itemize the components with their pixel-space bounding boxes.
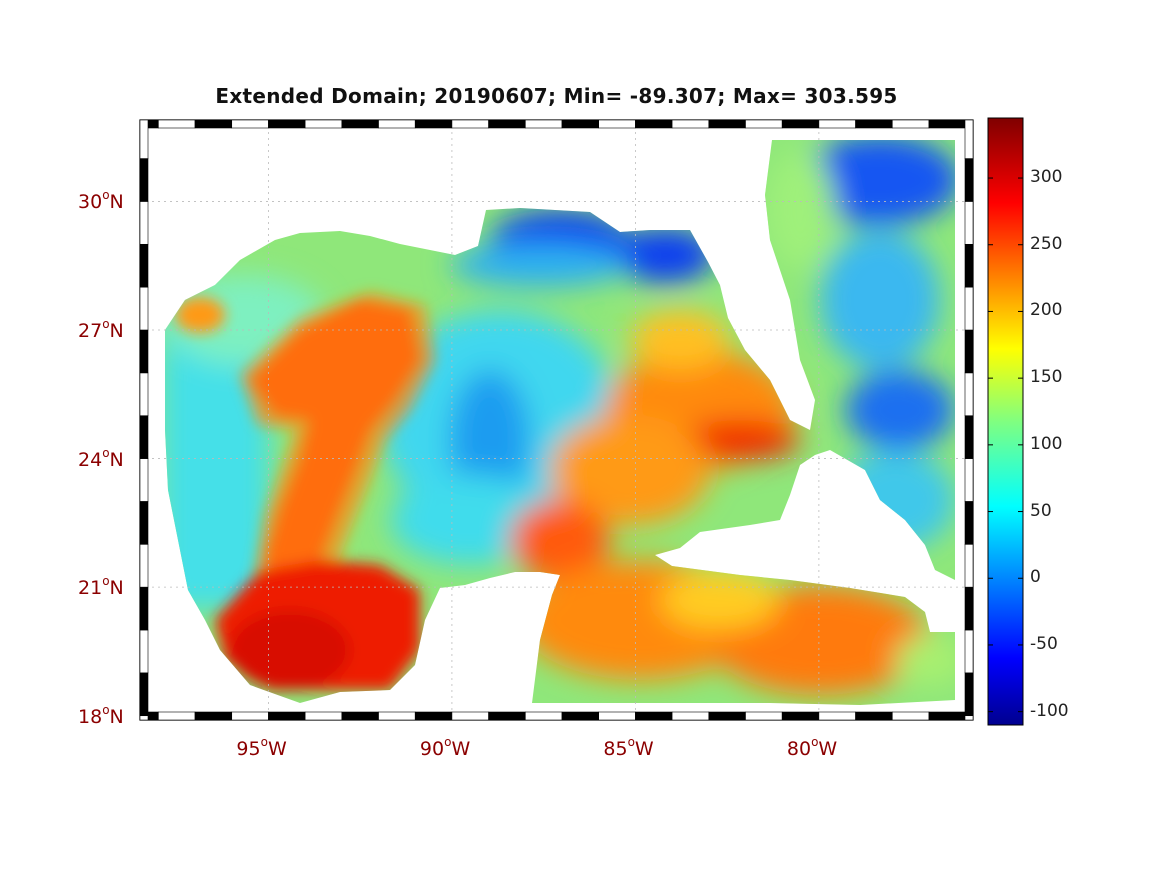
frame-segment (231, 119, 269, 129)
frame-segment (964, 201, 974, 245)
frame-segment (891, 711, 930, 721)
frame-segment (378, 711, 416, 721)
frame-segment (139, 158, 149, 202)
frame-segment (928, 711, 966, 721)
lon-label: 85oW (603, 735, 654, 760)
frame-segment (818, 119, 856, 129)
frame-segment (964, 672, 974, 717)
frame-segment (708, 119, 746, 129)
frame-segment (139, 243, 149, 288)
frame-segment (598, 119, 636, 129)
colorbar-tick-label: 300 (1030, 167, 1063, 188)
frame-segment (525, 711, 563, 721)
frame-segment (598, 711, 636, 721)
frame-segment (194, 711, 233, 721)
frame-segment (964, 286, 974, 331)
colorbar-tick-label: 50 (1030, 500, 1052, 521)
frame-segment (635, 711, 673, 721)
lon-label: 90oW (419, 735, 471, 760)
frame-segment (139, 501, 149, 545)
frame-segment (139, 586, 149, 631)
frame-segment (781, 119, 820, 129)
frame-segment (561, 119, 600, 129)
lon-label: 95oW (236, 735, 287, 760)
frame-segment (818, 711, 856, 721)
frame-segment (194, 119, 233, 129)
colorbar-tick-label: -50 (1030, 633, 1058, 654)
frame-segment (341, 119, 379, 129)
map-title: Extended Domain; 20190607; Min= -89.307;… (215, 84, 898, 108)
frame-segment (745, 119, 783, 129)
frame-segment (855, 711, 893, 721)
frame-segment (139, 201, 149, 245)
frame-segment (268, 119, 306, 129)
frame-segment (964, 458, 974, 502)
colorbar-tick-label: 250 (1030, 233, 1063, 254)
frame-segment (488, 119, 526, 129)
frame-segment (304, 711, 343, 721)
frame-segment (635, 119, 673, 129)
frame-segment (964, 119, 974, 159)
frame-segment (451, 119, 489, 129)
colorbar-tick-label: 0 (1030, 567, 1041, 588)
frame-segment (928, 119, 966, 129)
frame-segment (855, 119, 893, 129)
frame-segment (268, 711, 306, 721)
frame-segment (378, 119, 416, 129)
frame-segment (781, 711, 820, 721)
frame-segment (158, 711, 196, 721)
colorbar-tick-label: 200 (1030, 300, 1063, 321)
frame-segment (964, 586, 974, 631)
lon-label: 80oW (786, 735, 838, 760)
colorbar-tick-label: 100 (1030, 433, 1063, 454)
frame-segment (139, 286, 149, 331)
frame-segment (525, 119, 563, 129)
frame-segment (139, 415, 149, 459)
frame-segment (964, 629, 974, 674)
frame-segment (708, 711, 746, 721)
frame-segment (139, 629, 149, 674)
frame-segment (671, 711, 710, 721)
frame-segment (451, 711, 489, 721)
frame-segment (414, 711, 453, 721)
frame-segment (964, 715, 974, 721)
colorbar (987, 117, 1024, 726)
frame-segment (139, 715, 149, 721)
frame-segment (488, 711, 526, 721)
lat-label: 30oN (78, 188, 124, 214)
frame-segment (139, 119, 149, 159)
colorbar-tick-label: 150 (1030, 367, 1063, 388)
frame-segment (964, 329, 974, 374)
map-grid (140, 120, 973, 720)
lat-label: 24oN (78, 445, 124, 471)
colorbar-tick-label: -100 (1030, 700, 1069, 721)
frame-segment (964, 372, 974, 417)
lat-label: 21oN (78, 574, 124, 600)
map-border (139, 119, 974, 721)
frame-segment (139, 672, 149, 717)
frame-segment (341, 711, 379, 721)
frame-segment (964, 243, 974, 288)
frame-segment (158, 119, 196, 129)
frame-segment (745, 711, 783, 721)
frame-segment (964, 501, 974, 545)
frame-segment (139, 543, 149, 588)
sst-field (165, 140, 955, 705)
frame-segment (561, 711, 600, 721)
frame-segment (231, 711, 269, 721)
frame-segment (139, 329, 149, 374)
lat-label: 27oN (78, 317, 124, 342)
frame-segment (139, 372, 149, 417)
frame-segment (964, 415, 974, 459)
frame-segment (414, 119, 453, 129)
lat-label: 18oN (78, 702, 124, 728)
frame-segment (139, 458, 149, 502)
colorbar-ticks (988, 177, 1023, 713)
frame-segment (671, 119, 710, 129)
frame-segment (304, 119, 343, 129)
frame-segment (964, 158, 974, 202)
frame-segment (891, 119, 930, 129)
frame-segment (964, 543, 974, 588)
